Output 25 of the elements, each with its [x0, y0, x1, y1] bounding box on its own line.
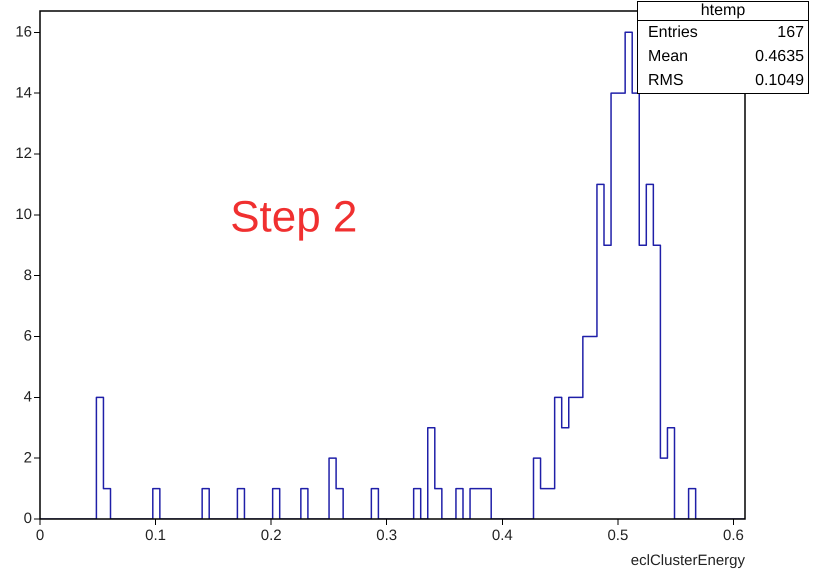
annotation: htemp — [638, 2, 808, 21]
text: 0.1049 — [755, 71, 804, 91]
y-tick-label: 4 — [24, 388, 32, 406]
y-tick-label: 14 — [15, 84, 32, 102]
x-tick-label: 0.2 — [260, 527, 282, 544]
annotation: Step 2 — [230, 192, 358, 242]
annotation: Mean — [648, 47, 688, 67]
y-tick-label: 0 — [24, 510, 32, 528]
x-tick-label: 0.4 — [492, 527, 513, 544]
text: 167 — [777, 23, 804, 43]
y-tick-label: 16 — [15, 23, 32, 40]
x-tick-label: 0.5 — [607, 527, 628, 544]
x-tick-label: 0.3 — [376, 527, 398, 544]
annotation: Entries — [648, 23, 698, 43]
y-tick-label: 6 — [24, 328, 32, 345]
x-tick-label: 0 — [36, 527, 44, 544]
y-tick-label: 10 — [15, 206, 32, 223]
y-tick-label: 12 — [15, 145, 32, 162]
y-tick-label: 2 — [24, 449, 32, 466]
x-tick-label: 0.1 — [145, 527, 166, 544]
x-axis-title: eclClusterEnergy — [630, 552, 746, 570]
text: 0.4635 — [755, 47, 804, 67]
y-tick-label: 8 — [24, 266, 32, 284]
annotation: RMS — [648, 71, 684, 91]
x-tick-label: 0.6 — [723, 527, 744, 544]
